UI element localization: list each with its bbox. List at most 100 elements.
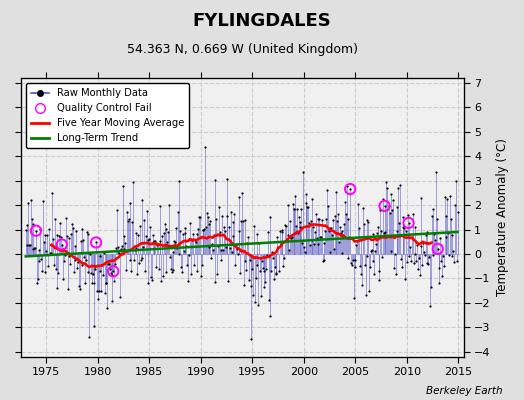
- Point: [248, 266, 257, 272]
- Point: [282, 237, 291, 243]
- Point: [154, 241, 162, 247]
- Point: [243, 240, 252, 246]
- Point: [168, 269, 176, 276]
- Point: [235, 228, 244, 234]
- Point: [366, 263, 374, 270]
- Point: [324, 202, 332, 209]
- Point: [106, 270, 115, 276]
- Point: [82, 257, 90, 263]
- Point: [210, 177, 219, 183]
- Point: [427, 284, 435, 290]
- Point: [445, 252, 453, 258]
- Point: [169, 248, 178, 255]
- Point: [217, 247, 226, 254]
- Point: [101, 290, 109, 296]
- Point: [136, 222, 144, 229]
- Point: [63, 286, 72, 292]
- Point: [275, 268, 283, 275]
- Point: [88, 280, 96, 286]
- Point: [166, 254, 174, 260]
- Point: [155, 266, 163, 272]
- Point: [247, 283, 256, 290]
- Point: [221, 227, 229, 234]
- Point: [333, 218, 342, 224]
- Point: [171, 239, 179, 246]
- Point: [374, 224, 382, 230]
- Point: [156, 238, 165, 244]
- Point: [222, 244, 230, 251]
- Point: [371, 248, 379, 254]
- Point: [28, 246, 37, 252]
- Point: [37, 256, 46, 262]
- Point: [78, 262, 86, 269]
- Point: [111, 260, 119, 267]
- Point: [278, 229, 287, 236]
- Point: [184, 278, 192, 284]
- Point: [77, 238, 85, 244]
- Point: [268, 249, 276, 255]
- Point: [191, 239, 200, 245]
- Point: [325, 224, 334, 231]
- Point: [160, 230, 168, 236]
- Point: [226, 245, 234, 252]
- Point: [40, 232, 49, 238]
- Point: [139, 244, 148, 251]
- Point: [105, 261, 113, 267]
- Point: [118, 242, 126, 249]
- Point: [284, 202, 292, 209]
- Point: [326, 249, 335, 255]
- Point: [440, 263, 448, 269]
- Point: [253, 231, 261, 238]
- Point: [102, 280, 111, 286]
- Point: [26, 242, 34, 248]
- Point: [181, 230, 190, 236]
- Point: [335, 238, 343, 245]
- Point: [119, 246, 128, 252]
- Point: [82, 229, 91, 236]
- Point: [347, 260, 355, 266]
- Point: [317, 233, 325, 240]
- Point: [413, 242, 421, 249]
- Point: [32, 228, 40, 234]
- Point: [299, 169, 307, 175]
- Point: [332, 230, 341, 236]
- Point: [137, 257, 145, 263]
- Point: [52, 231, 61, 238]
- Point: [304, 204, 312, 210]
- Point: [199, 226, 208, 233]
- Y-axis label: Temperature Anomaly (°C): Temperature Anomaly (°C): [496, 138, 509, 296]
- Point: [395, 220, 403, 226]
- Point: [308, 236, 316, 243]
- Point: [239, 282, 248, 288]
- Point: [41, 269, 50, 275]
- Point: [215, 204, 223, 211]
- Point: [417, 243, 425, 250]
- Point: [315, 216, 323, 222]
- Point: [86, 251, 94, 257]
- Point: [231, 262, 239, 268]
- Point: [47, 250, 56, 256]
- Point: [121, 240, 129, 246]
- Point: [57, 234, 65, 240]
- Point: [233, 246, 241, 252]
- Point: [28, 216, 36, 222]
- Point: [74, 259, 82, 265]
- Point: [35, 258, 43, 264]
- Point: [392, 228, 401, 234]
- Point: [51, 266, 60, 272]
- Point: [232, 242, 240, 248]
- Point: [149, 238, 158, 245]
- Point: [372, 240, 380, 247]
- Point: [83, 269, 92, 275]
- Point: [281, 223, 290, 230]
- Point: [422, 228, 431, 235]
- Point: [170, 238, 178, 244]
- Point: [360, 221, 368, 228]
- Point: [144, 280, 152, 286]
- Point: [109, 268, 117, 274]
- Point: [342, 211, 350, 218]
- Point: [264, 229, 272, 235]
- Point: [410, 260, 418, 266]
- Point: [401, 276, 409, 282]
- Point: [336, 224, 344, 230]
